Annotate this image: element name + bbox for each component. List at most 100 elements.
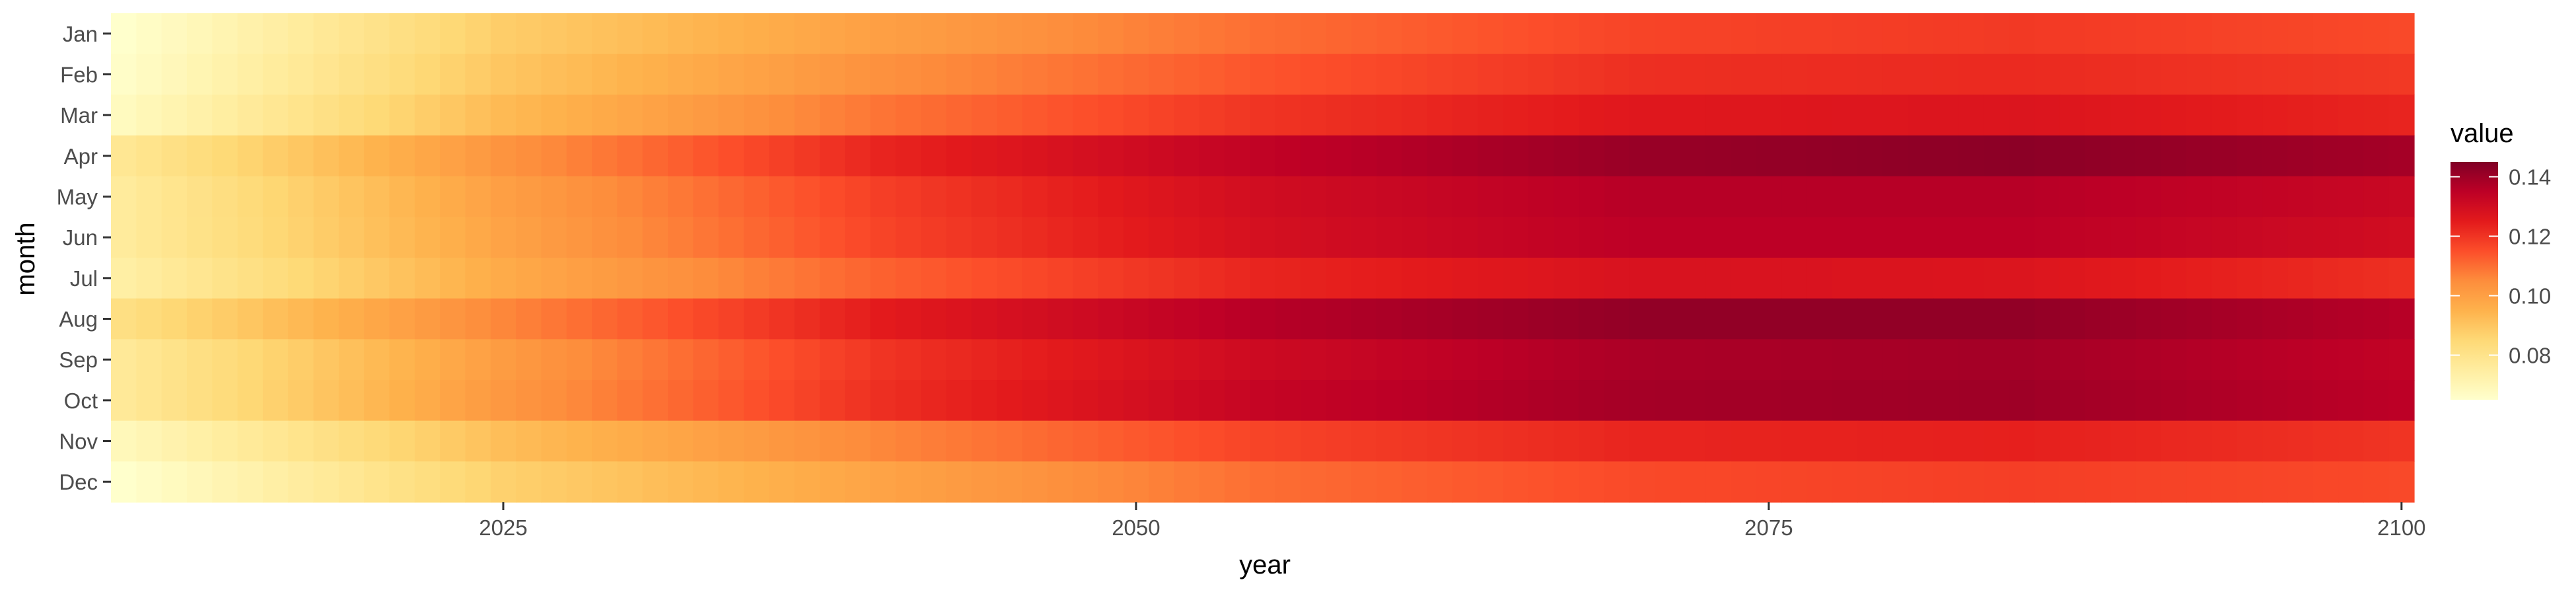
heatmap-cell (1326, 217, 1352, 258)
heatmap-cell (364, 420, 390, 462)
heatmap-cell (237, 176, 264, 217)
heatmap-cell (161, 339, 188, 381)
heatmap-cell (262, 258, 289, 299)
heatmap-cell (2110, 54, 2137, 95)
y-axis: Jan Feb Mar Apr May Jun Jul Aug Sep Oct Nov Dec (57, 22, 111, 494)
heatmap-cell (946, 94, 972, 136)
heatmap-cell (1427, 298, 1453, 340)
heatmap-cell (1098, 380, 1124, 422)
heatmap-cell (1528, 176, 1554, 217)
heatmap-cell (2034, 217, 2061, 258)
heatmap-cell (1073, 420, 1099, 462)
heatmap-cell (1022, 380, 1048, 422)
heatmap-cell (490, 94, 517, 136)
heatmap-cell (769, 217, 795, 258)
heatmap-cell (1351, 461, 1377, 503)
heatmap-cell (693, 258, 719, 299)
heatmap-cell (946, 217, 972, 258)
heatmap-cell (1705, 13, 1731, 55)
heatmap-cell (2236, 461, 2263, 503)
heatmap-cell (2211, 217, 2238, 258)
heatmap-cell (490, 461, 517, 503)
legend-tick-label: 0.10 (2509, 284, 2551, 309)
heatmap-cell (971, 54, 997, 95)
heatmap-cell (2363, 258, 2390, 299)
x-axis-title: year (1239, 550, 1291, 579)
heatmap-cell (516, 176, 542, 217)
heatmap-cell (212, 176, 238, 217)
heatmap-cell (794, 135, 820, 177)
heatmap-cell (1908, 217, 1934, 258)
heatmap-cell (2135, 54, 2162, 95)
heatmap-cell (1756, 135, 1782, 177)
heatmap-cell (186, 298, 213, 340)
heatmap-cell (845, 94, 871, 136)
heatmap-cell (1073, 13, 1099, 55)
heatmap-cell (212, 298, 238, 340)
heatmap-cell (364, 258, 390, 299)
heatmap-cell (1047, 380, 1073, 422)
heatmap-cell (997, 54, 1023, 95)
heatmap-cell (997, 94, 1023, 136)
heatmap-cell (2034, 135, 2061, 177)
heatmap-cell (1351, 298, 1377, 340)
heatmap-cell (718, 298, 744, 340)
heatmap-cell (1731, 420, 1757, 462)
heatmap-cell (440, 258, 466, 299)
heatmap-cell (136, 420, 162, 462)
heatmap-cell (1554, 176, 1580, 217)
heatmap-cell (2110, 298, 2137, 340)
heatmap-cell (111, 94, 137, 136)
heatmap-cell (1351, 420, 1377, 462)
heatmap-cell (895, 420, 921, 462)
heatmap-cell (1174, 13, 1200, 55)
heatmap-cell (2059, 461, 2086, 503)
heatmap-cell (161, 13, 188, 55)
heatmap-cell (2085, 380, 2111, 422)
heatmap-cell (1073, 217, 1099, 258)
heatmap-cell (541, 380, 567, 422)
heatmap-cell (1554, 54, 1580, 95)
heatmap-cell (1199, 135, 1225, 177)
heatmap-cell (1225, 13, 1250, 55)
heatmap-cell (1022, 54, 1048, 95)
heatmap-cell (2287, 13, 2314, 55)
heatmap-cell (2085, 298, 2111, 340)
heatmap-cell (1300, 339, 1326, 381)
heatmap-cell (946, 13, 972, 55)
heatmap-cell (895, 13, 921, 55)
heatmap-cell (668, 298, 694, 340)
heatmap-cell (1402, 298, 1428, 340)
heatmap-cell (516, 135, 542, 177)
heatmap-cell (946, 380, 972, 422)
heatmap-cell (1933, 54, 1959, 95)
heatmap-cell (2161, 13, 2187, 55)
y-tick-label: Apr (64, 144, 98, 168)
heatmap-cell (794, 13, 820, 55)
heatmap-cell (2034, 94, 2061, 136)
heatmap-cell (895, 94, 921, 136)
heatmap-cell (389, 380, 415, 422)
heatmap-cell (1857, 54, 1883, 95)
heatmap-cell (1680, 176, 1706, 217)
heatmap-cell (237, 135, 264, 177)
heatmap-cell (1958, 135, 1985, 177)
heatmap-cell (338, 217, 365, 258)
heatmap-cell (1579, 54, 1605, 95)
heatmap-cell (516, 13, 542, 55)
heatmap-cell (1225, 461, 1250, 503)
heatmap-cell (2236, 298, 2263, 340)
heatmap-cell (364, 217, 390, 258)
y-tick-label: Jun (63, 225, 98, 250)
heatmap-cell (414, 176, 441, 217)
heatmap-cell (1123, 135, 1149, 177)
heatmap-cell (921, 54, 947, 95)
heatmap-cell (1756, 461, 1782, 503)
heatmap-cell (971, 135, 997, 177)
heatmap-cell (1225, 217, 1250, 258)
heatmap-cell (541, 176, 567, 217)
heatmap-cell (921, 135, 947, 177)
heatmap-cell (819, 339, 845, 381)
heatmap-cell (617, 258, 643, 299)
heatmap-cell (668, 13, 694, 55)
